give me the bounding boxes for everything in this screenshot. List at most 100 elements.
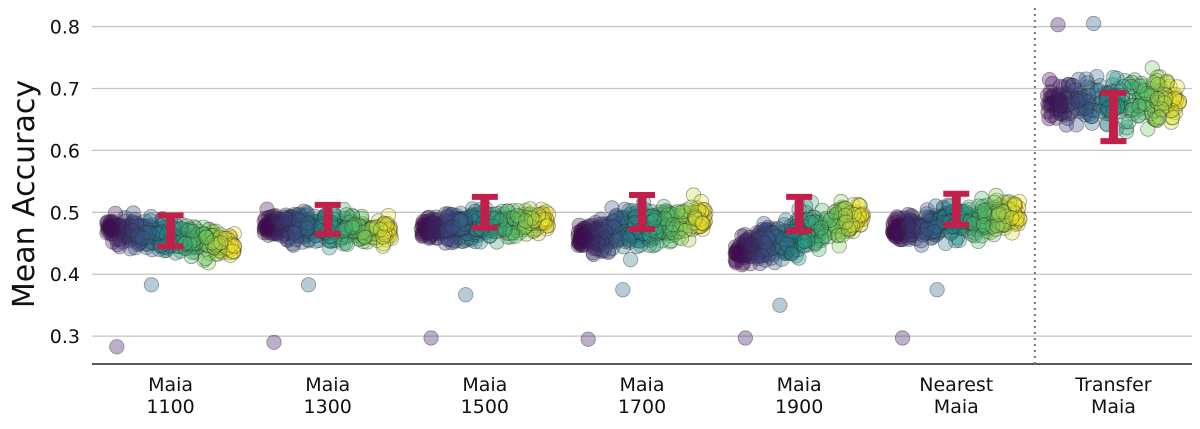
data-point [103,214,119,230]
data-point [256,220,273,236]
data-point [356,228,372,245]
data-point [138,230,154,247]
data-point [299,206,315,222]
data-point [299,227,315,243]
data-point [283,209,299,225]
data-point [134,234,150,250]
data-point [217,231,233,247]
data-point [382,220,398,237]
data-point [185,238,201,254]
data-point [143,209,159,225]
data-point [222,245,238,261]
data-point [220,235,236,251]
data-point [260,227,277,243]
data-point [274,228,290,244]
data-point [382,218,398,234]
data-point [307,213,323,229]
data-point [265,221,282,238]
data-point [278,207,294,223]
data-point [364,220,380,236]
data-point [269,222,285,238]
data-point [135,218,152,234]
data-point [889,229,905,245]
data-point [99,215,115,231]
data-point [359,219,376,235]
data-point [131,228,147,244]
data-point [186,219,202,235]
data-point [375,222,391,238]
data-point [268,225,285,241]
data-point [363,221,379,237]
data-point [206,231,222,247]
data-point [187,220,203,236]
data-point [383,230,399,246]
data-point [133,218,149,234]
data-point [346,220,363,236]
data-point [276,216,292,232]
data-point [1151,109,1167,126]
data-point [206,240,222,256]
data-point [339,223,355,239]
category-label: Maia [934,396,979,418]
data-point [280,232,296,248]
data-point [259,221,275,237]
data-point [355,216,371,232]
data-point [294,234,310,250]
data-point [287,212,303,228]
outlier-point [143,277,159,293]
data-point [377,216,393,232]
data-point [269,219,285,235]
data-point [673,230,690,246]
outlier-point [894,330,911,346]
data-point [196,233,212,250]
category-label: 1900 [775,396,823,418]
data-point [108,231,125,247]
data-point [290,212,306,228]
data-point [130,236,146,253]
data-point [177,222,193,238]
data-point [344,218,360,234]
data-point [376,226,392,242]
data-point [212,242,228,258]
data-point [213,235,229,251]
data-point [266,217,282,233]
data-point [306,213,322,230]
data-point [105,216,121,232]
category-label: 1300 [304,396,352,418]
data-point [353,210,369,226]
data-point [119,226,135,242]
data-point [210,236,226,252]
data-point [265,226,281,242]
data-point [210,234,226,250]
data-point [112,218,129,235]
data-point [200,242,216,258]
data-point [374,225,391,241]
data-point [184,238,200,254]
data-point [368,230,384,246]
data-point [344,220,360,236]
data-point [355,231,371,247]
data-point [217,238,233,254]
data-point [298,207,314,224]
data-point [114,220,130,237]
data-point [266,225,282,241]
data-point [296,203,312,219]
data-point [270,217,286,233]
data-point [351,231,367,247]
y-axis-title: Mean Accuracy [7,80,42,308]
data-point [145,230,162,246]
data-point [100,223,117,239]
data-point [269,219,285,235]
data-point [129,228,145,244]
data-point [207,236,223,252]
data-point [257,217,273,233]
data-point [278,211,294,227]
data-point [121,226,137,242]
data-point [276,226,292,242]
data-point [351,223,368,239]
data-point [105,221,121,237]
data-point [352,218,368,234]
data-point [507,215,523,231]
data-point [368,219,384,236]
data-point [122,241,138,257]
